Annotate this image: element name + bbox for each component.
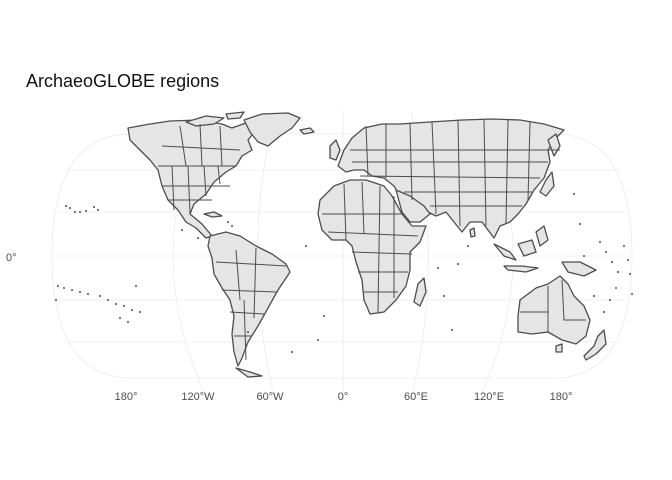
australia [517,275,591,345]
y-tick-label-equator: 0° [6,252,17,264]
x-tick-label-120e: 120°E [474,391,504,403]
x-tick-label-0: 0° [338,391,349,403]
region-borders [158,119,586,361]
x-tick-label-180w: 180° [115,391,138,403]
x-tick-label-180e: 180° [550,391,573,403]
x-tick-label-120w: 120°W [181,391,215,403]
x-tick-label-60w: 60°W [256,391,284,403]
greenland [243,112,301,147]
north-america [127,119,257,239]
south-america [207,231,291,367]
map-title: ArchaeoGLOBE regions [26,71,220,91]
x-tick-label-60e: 60°E [404,391,428,403]
small-islands [55,193,633,353]
axis-labels: 0° 180° 120°W 60°W 0° 60°E 120°E 180° [6,252,572,403]
